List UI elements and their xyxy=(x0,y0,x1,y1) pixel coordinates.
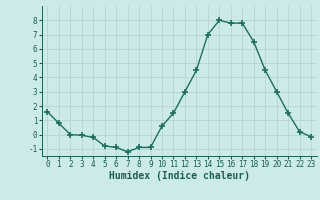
X-axis label: Humidex (Indice chaleur): Humidex (Indice chaleur) xyxy=(109,171,250,181)
